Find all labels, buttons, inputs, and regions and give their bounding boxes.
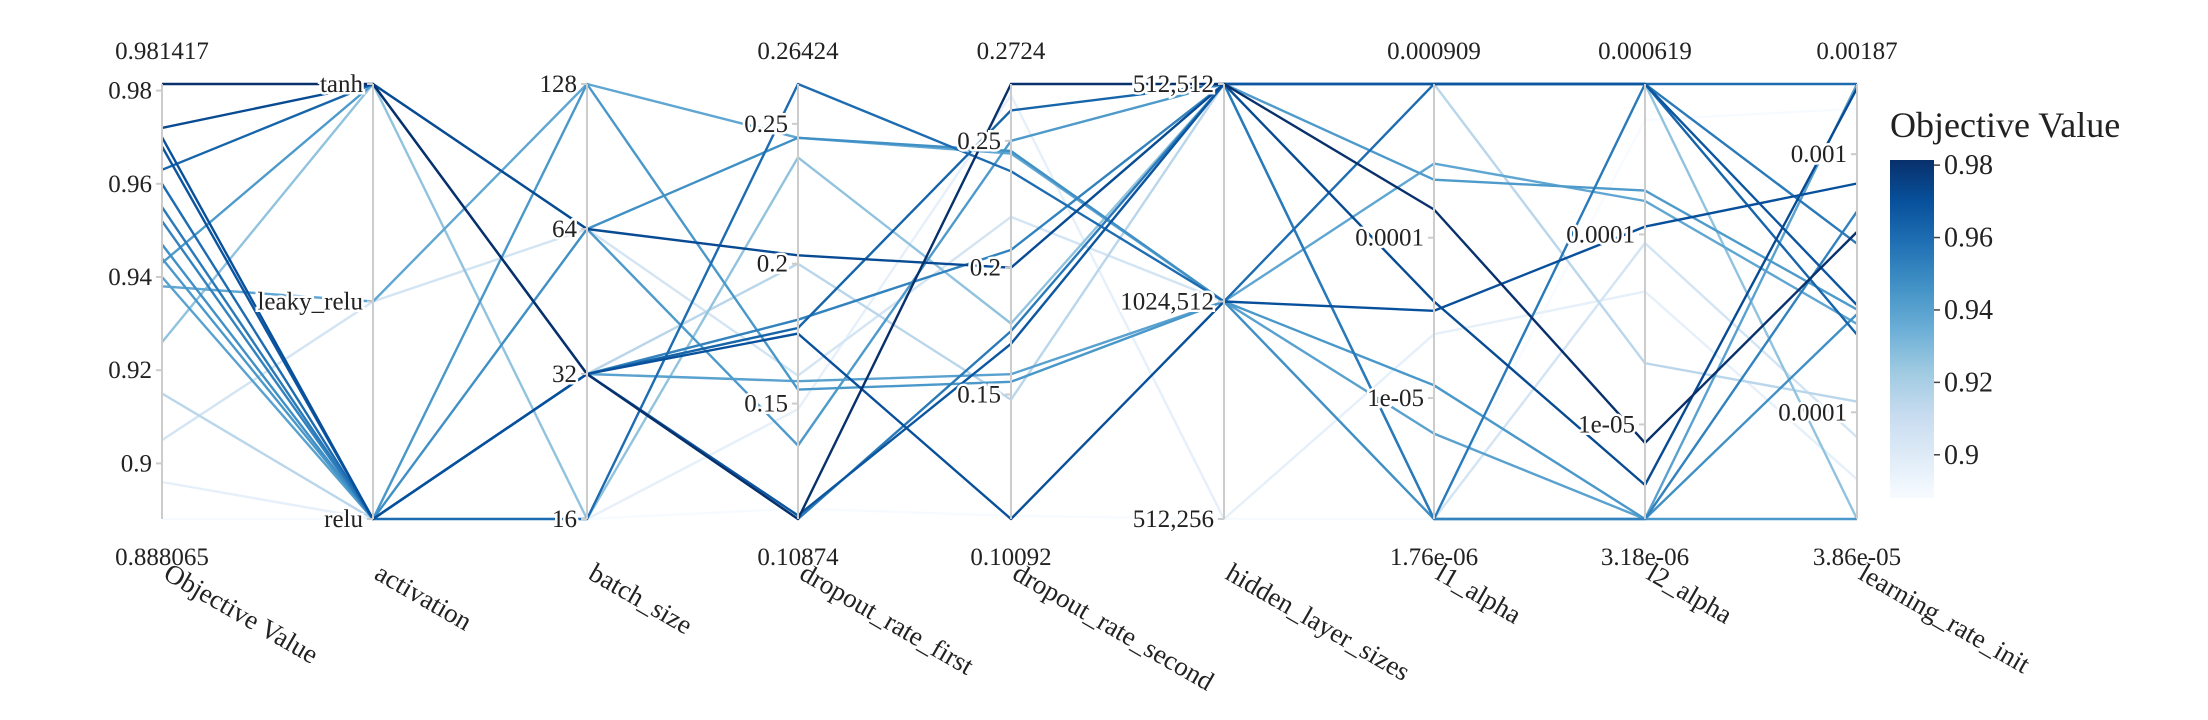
trial-lines [160, 82, 1859, 521]
tick-label: 0.001 [1791, 141, 1847, 168]
colorbar: Objective Value 0.9 0.92 0.94 0.96 0.98 [1890, 105, 2120, 498]
tick-label: 0.25 [957, 128, 1001, 155]
tick-label: 0.98 [108, 78, 152, 105]
tick-label: 128 [540, 71, 578, 98]
tick-label: 0.25 [744, 111, 788, 138]
dimension-label: l2_alpha [1642, 557, 1738, 629]
tick-label: 64 [552, 216, 578, 243]
tick-label: 0.9 [121, 450, 152, 477]
tick-label: 0.0001 [1566, 221, 1635, 248]
tick-label: 1024,512 [1120, 289, 1214, 316]
trial-line [161, 215, 1858, 521]
tick-label: 0.96 [108, 171, 152, 198]
trial-line [161, 82, 1858, 447]
axis-hidden-layer-sizes: 512,256 1024,512 512,512 hidden_layer_sizes [1118, 69, 1415, 687]
colorbar-tick-label: 0.92 [1944, 367, 1993, 398]
range-max-label: 0.000619 [1598, 38, 1692, 65]
trial-line [162, 82, 1858, 521]
dimension-label: dropout_rate_first [795, 557, 979, 681]
range-min-label: 0.10874 [757, 544, 839, 571]
range-max-label: 0.981417 [115, 38, 209, 65]
trial-line [161, 136, 1858, 521]
dimension-label: learning_rate_init [1854, 557, 2036, 679]
dimension-label: dropout_rate_second [1008, 557, 1220, 696]
range-min-label: 1.76e-06 [1390, 544, 1478, 571]
tick-label: 0.2 [970, 255, 1001, 282]
range-min-label: 0.888065 [115, 544, 209, 571]
tick-label: 32 [552, 361, 577, 388]
range-min-label: 3.18e-06 [1601, 544, 1689, 571]
tick-label: relu [324, 506, 363, 533]
dimension-label: l1_alpha [1431, 557, 1527, 629]
trial-line [160, 82, 1857, 521]
dimension-label: Objective Value [159, 557, 324, 669]
trial-line [161, 83, 1859, 521]
trial-line [161, 82, 1858, 521]
trial-line [161, 82, 1859, 521]
tick-label: 1e-05 [1367, 385, 1424, 412]
tick-label: 512,512 [1133, 71, 1214, 98]
tick-label: tanh [320, 71, 364, 98]
tick-label: 0.2 [757, 251, 788, 278]
tick-label: 512,256 [1133, 506, 1214, 533]
dimension-label: activation [370, 557, 478, 636]
colorbar-tick-label: 0.98 [1944, 150, 1993, 181]
range-min-label: 0.10092 [970, 544, 1051, 571]
tick-label: 0.94 [108, 264, 152, 291]
tick-label: 0.15 [744, 391, 788, 418]
trial-line [161, 82, 1858, 521]
range-max-label: 0.26424 [757, 38, 839, 65]
tick-label: 0.0001 [1355, 225, 1424, 252]
range-max-label: 0.000909 [1387, 38, 1481, 65]
colorbar-tick-label: 0.94 [1944, 295, 1993, 326]
range-min-label: 3.86e-05 [1813, 544, 1901, 571]
tick-label: 0.0001 [1778, 399, 1847, 426]
tick-label: 16 [552, 506, 577, 533]
axis-activation: relu leaky_relu tanh activation [255, 69, 478, 637]
colorbar-tick-label: 0.96 [1944, 223, 1993, 254]
tick-label: 0.92 [108, 357, 152, 384]
range-max-label: 0.2724 [977, 38, 1046, 65]
colorbar-title: Objective Value [1890, 105, 2120, 145]
dimension-label: batch_size [584, 557, 698, 640]
axis-dropout-rate-first: 0.15 0.2 0.25 0.26424 0.10874dropout_rate_fi… [742, 38, 980, 681]
tick-label: 0.15 [957, 381, 1001, 408]
dimension-axes: 0.9 0.92 0.94 0.96 0.98 0.981417 0.888065Objec… [106, 38, 2036, 697]
trial-line [161, 82, 1858, 521]
trial-line [160, 82, 1858, 521]
range-max-label: 0.00187 [1816, 38, 1897, 65]
colorbar-tick-label: 0.9 [1944, 440, 1979, 471]
dimension-label: hidden_layer_sizes [1221, 557, 1415, 686]
colorbar-gradient [1890, 160, 1934, 498]
trial-line [161, 82, 1857, 521]
tick-label: 1e-05 [1578, 411, 1635, 438]
tick-label: leaky_relu [257, 289, 363, 316]
